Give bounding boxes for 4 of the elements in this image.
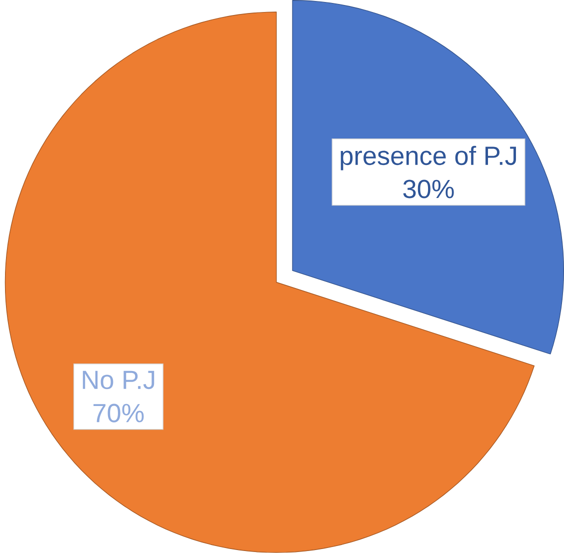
data-label: 70%	[94, 404, 144, 422]
slice-label: presence of P.J	[340, 146, 516, 170]
slice-label: No P.J	[82, 370, 154, 390]
data-label: 30%	[403, 180, 454, 198]
